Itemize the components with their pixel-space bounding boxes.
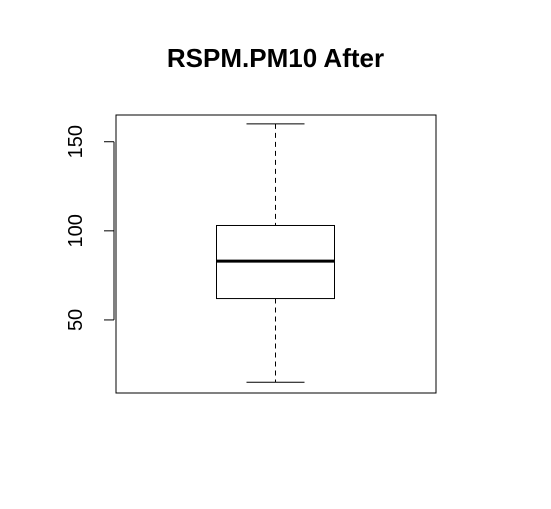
y-tick-label: 50 <box>65 309 87 331</box>
boxplot <box>216 123 335 383</box>
y-tick-label: 150 <box>65 125 87 158</box>
plot-frame <box>115 114 437 394</box>
chart-title: RSPM.PM10 After <box>167 43 384 73</box>
y-tick-label: 100 <box>65 214 87 247</box>
y-axis: 50 100 150 <box>65 125 115 331</box>
